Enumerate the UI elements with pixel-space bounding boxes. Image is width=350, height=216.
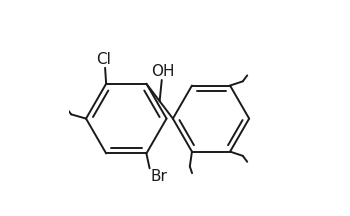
Text: Br: Br [150,169,168,184]
Text: Cl: Cl [97,52,111,67]
Text: OH: OH [151,64,175,79]
